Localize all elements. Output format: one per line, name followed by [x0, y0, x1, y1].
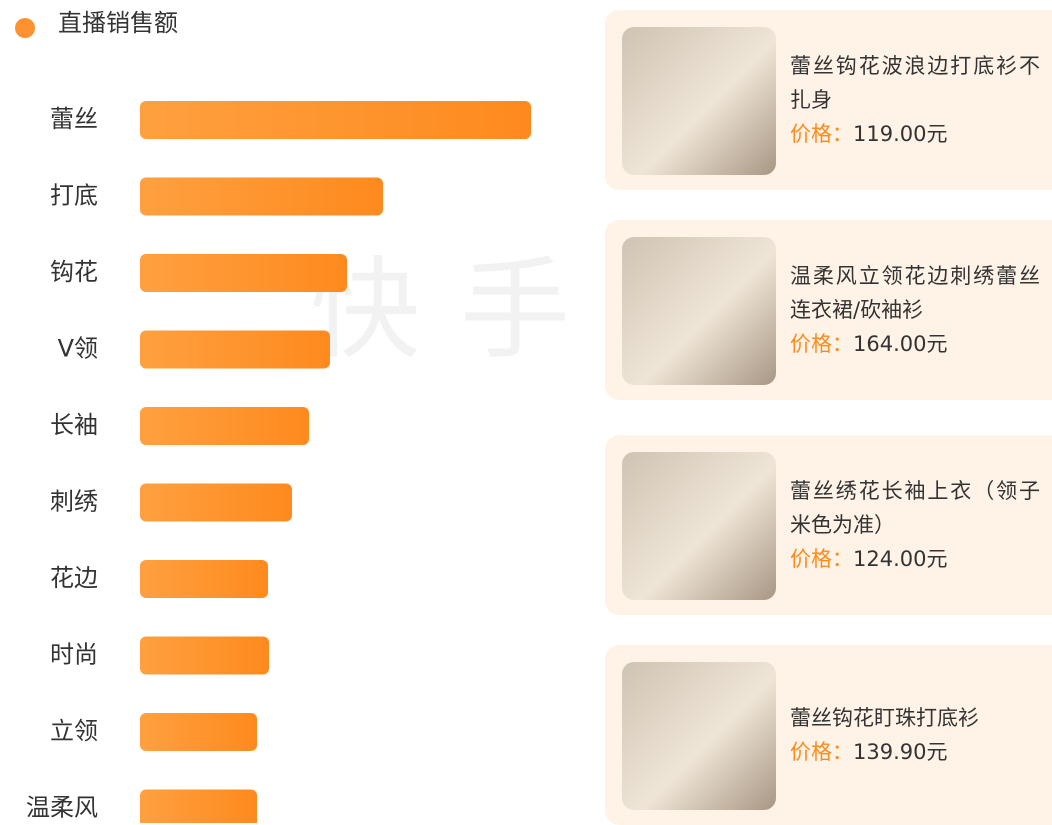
- bar: [140, 254, 347, 292]
- y-tick-label: 花边: [50, 564, 98, 592]
- y-tick-label: 长袖: [50, 411, 98, 439]
- price-label: 价格：: [790, 332, 853, 356]
- price-label: 价格：: [790, 547, 853, 571]
- price: 164.00元: [853, 332, 948, 356]
- price-row: 价格：124.00元: [790, 542, 1040, 576]
- y-tick-label: 时尚: [50, 641, 98, 669]
- product-name: 蕾丝钩花盯珠打底衫: [790, 706, 979, 730]
- y-tick-label: 蕾丝: [50, 105, 98, 133]
- product-info: 温柔风立领花边刺绣蕾丝连衣裙/砍袖衫价格：164.00元: [790, 220, 1040, 400]
- product-card[interactable]: 蕾丝绣花长袖上衣（领子米色为准） 价格：124.00元: [605, 435, 1052, 615]
- y-tick-label: 钩花: [50, 258, 98, 286]
- price-row: 价格：119.00元: [790, 117, 1040, 151]
- y-tick-label: V领: [58, 335, 98, 363]
- price: 119.00元: [853, 122, 948, 146]
- price-row: 价格：164.00元: [790, 327, 1040, 361]
- bar: [140, 560, 268, 598]
- chart-title: 直播销售额: [58, 9, 178, 37]
- bar: [140, 407, 309, 445]
- product-info: 蕾丝钩花盯珠打底衫 价格：139.90元: [790, 645, 1040, 825]
- bar: [140, 713, 257, 751]
- product-name: 蕾丝钩花波浪边打底衫不扎身: [790, 54, 1040, 112]
- price: 124.00元: [853, 547, 948, 571]
- title-dot: [15, 18, 35, 38]
- product-image: [622, 662, 776, 810]
- bar: [140, 330, 330, 369]
- bar: [140, 789, 257, 823]
- bar: [140, 483, 292, 522]
- product-image: [622, 27, 776, 175]
- product-card[interactable]: 蕾丝钩花盯珠打底衫 价格：139.90元: [605, 645, 1052, 825]
- price-row: 价格：139.90元: [790, 735, 1040, 769]
- bar: [140, 101, 531, 139]
- y-tick-label: 刺绣: [50, 488, 98, 516]
- product-card[interactable]: 温柔风立领花边刺绣蕾丝连衣裙/砍袖衫价格：164.00元: [605, 220, 1052, 400]
- bar: [140, 177, 383, 216]
- bar: [140, 636, 269, 675]
- product-card[interactable]: 蕾丝钩花波浪边打底衫不扎身价格：119.00元: [605, 10, 1052, 190]
- product-image: [622, 237, 776, 385]
- price-label: 价格：: [790, 740, 853, 764]
- product-name: 温柔风立领花边刺绣蕾丝连衣裙/砍袖衫: [790, 264, 1040, 322]
- product-name: 蕾丝绣花长袖上衣（领子米色为准）: [790, 479, 1040, 537]
- product-info: 蕾丝钩花波浪边打底衫不扎身价格：119.00元: [790, 10, 1040, 190]
- watermark: 快手: [310, 246, 610, 374]
- y-tick-label: 立领: [50, 717, 98, 745]
- y-tick-label: 打底: [50, 182, 98, 210]
- product-info: 蕾丝绣花长袖上衣（领子米色为准） 价格：124.00元: [790, 435, 1040, 615]
- y-tick-label: 温柔风: [26, 794, 98, 822]
- price-label: 价格：: [790, 122, 853, 146]
- product-image: [622, 452, 776, 600]
- price: 139.90元: [853, 740, 948, 764]
